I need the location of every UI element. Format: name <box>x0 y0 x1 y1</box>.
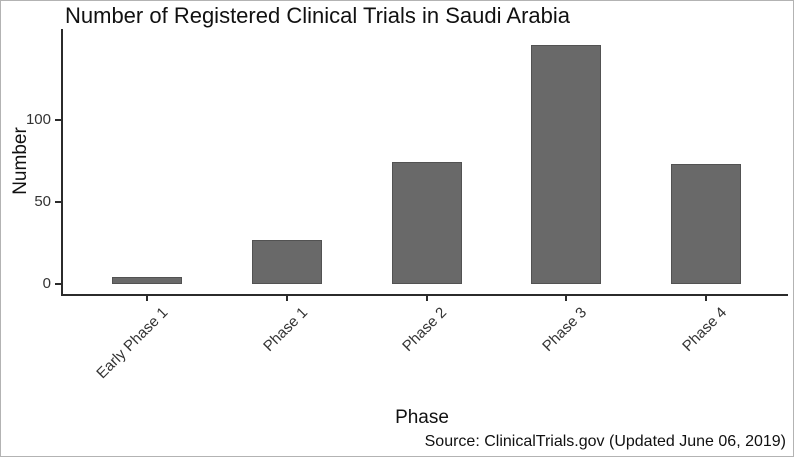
x-tick-label: Early Phase 1 <box>92 304 172 383</box>
x-tick-mark <box>285 295 288 301</box>
y-axis-line <box>60 29 63 296</box>
y-tick-mark <box>55 283 61 285</box>
bar-early-phase-1 <box>112 277 182 284</box>
bar-phase-2 <box>391 162 462 284</box>
x-tick-mark <box>146 295 148 301</box>
x-tick-mark <box>565 295 568 301</box>
x-tick-mark <box>705 295 707 301</box>
bar-phase-3 <box>531 45 602 284</box>
x-tick-label: Phase 4 <box>679 304 731 355</box>
y-tick-label: 100 <box>25 110 51 128</box>
bar-phase-1 <box>251 240 322 284</box>
x-tick-mark <box>425 295 428 301</box>
chart-title: Number of Registered Clinical Trials in … <box>65 3 571 28</box>
x-axis-line <box>60 293 788 296</box>
y-tick-mark <box>55 200 61 203</box>
x-tick-label: Phase 1 <box>259 304 311 355</box>
source-note: Source: ClinicalTrials.gov (Updated June… <box>424 433 786 450</box>
y-tick-mark <box>55 118 61 121</box>
bar-phase-4 <box>671 164 741 284</box>
y-tick-label: 50 <box>34 192 51 210</box>
x-tick-label: Phase 3 <box>539 304 591 355</box>
x-axis-title: Phase <box>395 407 449 428</box>
y-tick-label: 0 <box>42 275 51 292</box>
x-tick-label: Phase 2 <box>399 304 451 355</box>
